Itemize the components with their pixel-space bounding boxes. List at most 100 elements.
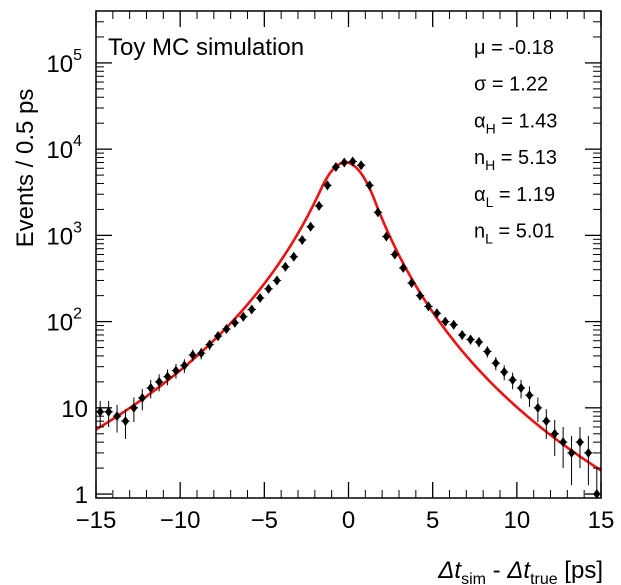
y-axis-title: Events / 0.5 ps	[12, 89, 39, 248]
data-point	[222, 324, 231, 335]
fit-layer	[95, 161, 602, 472]
point-marker	[416, 290, 424, 301]
fit-parameter-label: αH = 1.43	[474, 110, 557, 136]
x-tick-label: 5	[426, 507, 439, 534]
data-point	[500, 365, 509, 381]
point-marker	[121, 416, 130, 427]
data-point	[289, 251, 298, 262]
point-marker	[147, 382, 155, 393]
data-point	[474, 336, 484, 348]
data-point	[163, 369, 172, 386]
point-marker	[231, 317, 239, 328]
point-marker	[374, 207, 382, 218]
point-marker	[441, 316, 449, 327]
point-marker	[155, 376, 163, 387]
point-marker	[206, 339, 214, 350]
data-point	[230, 317, 240, 328]
x-tick-label: 15	[588, 507, 615, 534]
point-marker	[138, 393, 146, 404]
data-point	[197, 347, 206, 360]
data-point	[575, 426, 585, 469]
data-point	[365, 180, 374, 191]
point-marker	[559, 437, 567, 448]
point-marker	[458, 329, 466, 340]
data-point	[508, 372, 517, 390]
fit-parameter-label: σ = 1.22	[474, 74, 548, 96]
x-tick-label: −5	[251, 507, 278, 534]
point-marker	[399, 262, 407, 273]
data-point	[567, 435, 576, 486]
data-point	[542, 409, 551, 439]
point-marker	[172, 365, 180, 376]
point-marker	[239, 311, 247, 322]
point-marker	[113, 411, 121, 422]
point-marker	[466, 334, 475, 345]
point-marker	[130, 402, 138, 413]
data-points-layer	[96, 156, 601, 500]
data-point	[424, 301, 433, 312]
data-point	[348, 156, 357, 167]
data-point	[306, 221, 315, 232]
point-marker	[509, 375, 517, 386]
data-point	[154, 374, 164, 392]
point-marker	[180, 360, 188, 371]
data-point	[180, 359, 189, 373]
data-point	[104, 400, 113, 427]
point-marker	[105, 406, 113, 417]
point-marker	[492, 358, 500, 369]
point-marker	[222, 324, 231, 335]
point-marker	[382, 231, 390, 242]
fit-parameter-label: nL = 5.01	[474, 221, 555, 247]
point-marker	[290, 251, 298, 262]
data-point	[449, 319, 458, 330]
data-point	[112, 404, 122, 433]
fit-parameter-label: nH = 5.13	[474, 147, 557, 173]
data-point	[314, 200, 324, 211]
point-marker	[567, 447, 576, 458]
point-marker	[332, 162, 340, 173]
y-tick-label: 103	[46, 219, 82, 250]
data-point	[272, 275, 282, 286]
point-marker	[163, 371, 172, 382]
point-marker	[534, 402, 542, 413]
data-point	[138, 388, 147, 411]
simulation-annotation: Toy MC simulation	[108, 34, 304, 61]
data-point	[129, 397, 139, 423]
point-marker	[500, 367, 508, 378]
data-point	[491, 357, 500, 371]
point-marker	[298, 234, 306, 245]
fit-curve	[95, 161, 602, 472]
data-point	[382, 231, 391, 242]
point-marker	[214, 331, 222, 342]
data-point	[457, 329, 467, 340]
y-tick-label: 10	[61, 396, 88, 423]
data-point	[432, 308, 442, 319]
point-marker	[408, 278, 416, 289]
data-point	[373, 207, 383, 218]
point-marker	[349, 156, 357, 167]
point-marker	[584, 447, 592, 458]
point-marker	[264, 283, 273, 294]
point-marker	[315, 200, 323, 211]
x-tick-label: −15	[76, 507, 117, 534]
data-point	[390, 249, 399, 260]
data-point	[550, 419, 559, 456]
data-point	[205, 339, 214, 351]
data-point	[171, 364, 181, 379]
data-point	[483, 346, 492, 358]
point-marker	[424, 301, 433, 312]
data-point	[407, 278, 416, 289]
point-marker	[281, 261, 289, 272]
point-marker	[542, 416, 550, 427]
y-tick-label: 1	[75, 482, 88, 509]
data-point	[247, 304, 256, 315]
data-point	[516, 379, 526, 399]
point-marker	[189, 349, 197, 360]
data-point	[558, 426, 568, 469]
data-point	[213, 331, 223, 342]
point-marker	[525, 390, 534, 401]
data-point	[466, 334, 475, 345]
data-point	[281, 261, 290, 272]
data-point	[441, 316, 450, 327]
